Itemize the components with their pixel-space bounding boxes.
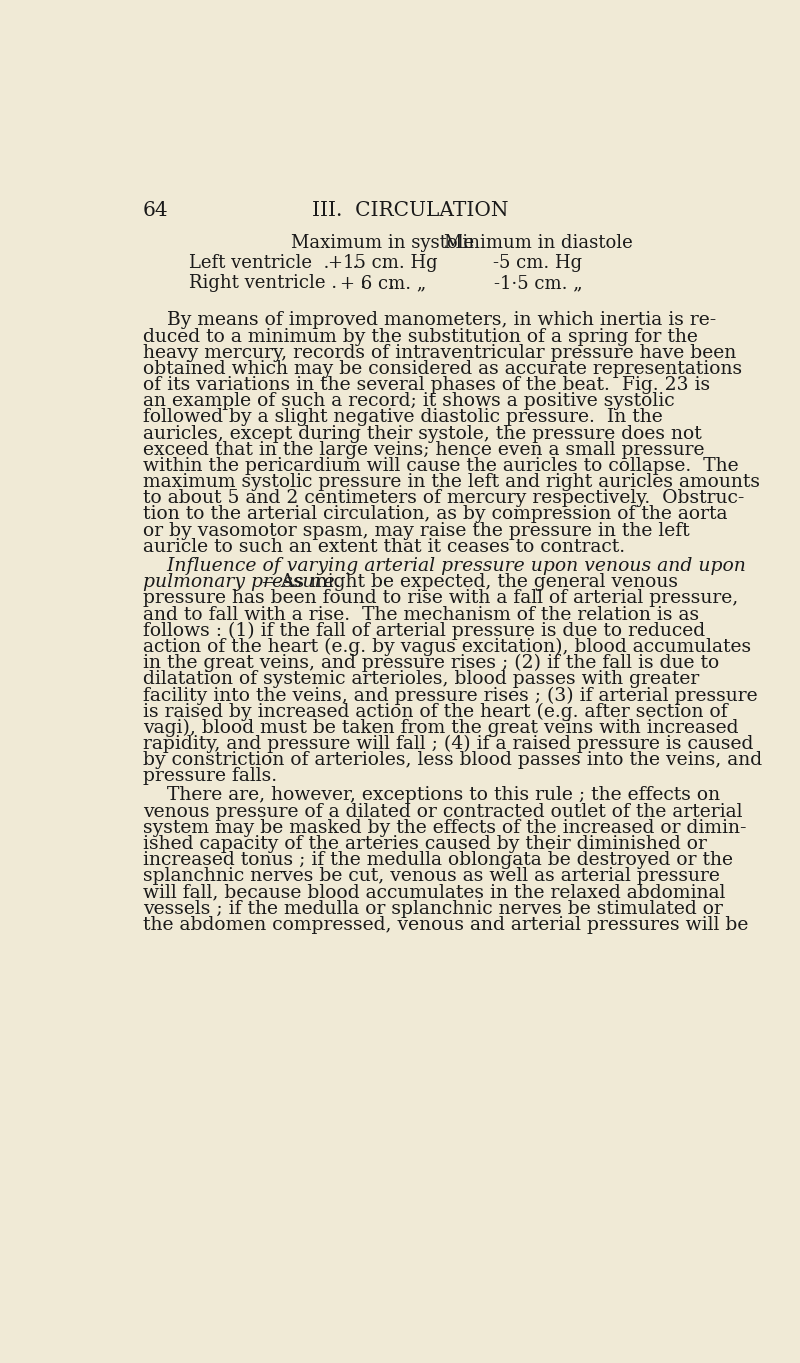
Text: Minimum in diastole: Minimum in diastole [443,234,632,252]
Text: exceed that in the large veins; hence even a small pressure: exceed that in the large veins; hence ev… [142,440,704,459]
Text: Maximum in systole: Maximum in systole [291,234,474,252]
Text: or by vasomotor spasm, may raise the pressure in the left: or by vasomotor spasm, may raise the pre… [142,522,690,540]
Text: duced to a minimum by the substitution of a spring for the: duced to a minimum by the substitution o… [142,327,698,346]
Text: —As might be expected, the general venous: —As might be expected, the general venou… [262,574,678,592]
Text: ished capacity of the arteries caused by their diminished or: ished capacity of the arteries caused by… [142,836,706,853]
Text: + 6 cm. „: + 6 cm. „ [340,274,426,293]
Text: pressure falls.: pressure falls. [142,767,277,785]
Text: tion to the arterial circulation, as by compression of the aorta: tion to the arterial circulation, as by … [142,506,727,523]
Text: Left ventricle  .    .    .: Left ventricle . . . [189,255,387,273]
Text: By means of improved manometers, in which inertia is re-: By means of improved manometers, in whic… [142,311,716,330]
Text: to about 5 and 2 centimeters of mercury respectively.  Obstruc-: to about 5 and 2 centimeters of mercury … [142,489,744,507]
Text: III.  CIRCULATION: III. CIRCULATION [312,200,508,219]
Text: Influence of varying arterial pressure upon venous and upon: Influence of varying arterial pressure u… [142,557,746,575]
Text: system may be masked by the effects of the increased or dimin-: system may be masked by the effects of t… [142,819,746,837]
Text: will fall, because blood accumulates in the relaxed abdominal: will fall, because blood accumulates in … [142,883,725,901]
Text: There are, however, exceptions to this rule ; the effects on: There are, however, exceptions to this r… [142,786,720,804]
Text: rapidity, and pressure will fall ; (4) if a raised pressure is caused: rapidity, and pressure will fall ; (4) i… [142,735,753,754]
Text: action of the heart (e.g. by vagus excitation), blood accumulates: action of the heart (e.g. by vagus excit… [142,638,750,656]
Text: pulmonary pressure.: pulmonary pressure. [142,574,340,592]
Text: -1·5 cm. „: -1·5 cm. „ [494,274,582,293]
Text: venous pressure of a dilated or contracted outlet of the arterial: venous pressure of a dilated or contract… [142,803,742,821]
Text: in the great veins, and pressure rises ; (2) if the fall is due to: in the great veins, and pressure rises ;… [142,654,719,672]
Text: +15 cm. Hg: +15 cm. Hg [328,255,438,273]
Text: splanchnic nerves be cut, venous as well as arterial pressure: splanchnic nerves be cut, venous as well… [142,867,719,886]
Text: -5 cm. Hg: -5 cm. Hg [494,255,582,273]
Text: by constriction of arterioles, less blood passes into the veins, and: by constriction of arterioles, less bloo… [142,751,762,769]
Text: follows : (1) if the fall of arterial pressure is due to reduced: follows : (1) if the fall of arterial pr… [142,622,705,641]
Text: pressure has been found to rise with a fall of arterial pressure,: pressure has been found to rise with a f… [142,589,738,608]
Text: auricles, except during their systole, the pressure does not: auricles, except during their systole, t… [142,425,702,443]
Text: facility into the veins, and pressure rises ; (3) if arterial pressure: facility into the veins, and pressure ri… [142,687,758,705]
Text: increased tonus ; if the medulla oblongata be destroyed or the: increased tonus ; if the medulla oblonga… [142,851,733,870]
Text: within the pericardium will cause the auricles to collapse.  The: within the pericardium will cause the au… [142,457,738,474]
Text: obtained which may be considered as accurate representations: obtained which may be considered as accu… [142,360,742,378]
Text: is raised by increased action of the heart (e.g. after section of: is raised by increased action of the hea… [142,702,727,721]
Text: vessels ; if the medulla or splanchnic nerves be stimulated or: vessels ; if the medulla or splanchnic n… [142,900,722,917]
Text: an example of such a record; it shows a positive systolic: an example of such a record; it shows a … [142,393,674,410]
Text: followed by a slight negative diastolic pressure.  In the: followed by a slight negative diastolic … [142,409,662,427]
Text: dilatation of systemic arterioles, blood passes with greater: dilatation of systemic arterioles, blood… [142,671,699,688]
Text: heavy mercury, records of intraventricular pressure have been: heavy mercury, records of intraventricul… [142,343,736,361]
Text: of its variations in the several phases of the beat.  Fig. 23 is: of its variations in the several phases … [142,376,710,394]
Text: Right ventricle .    .    .: Right ventricle . . . [189,274,395,293]
Text: auricle to such an extent that it ceases to contract.: auricle to such an extent that it ceases… [142,538,625,556]
Text: 64: 64 [142,200,168,219]
Text: and to fall with a rise.  The mechanism of the relation is as: and to fall with a rise. The mechanism o… [142,605,698,623]
Text: the abdomen compressed, venous and arterial pressures will be: the abdomen compressed, venous and arter… [142,916,748,934]
Text: maximum systolic pressure in the left and right auricles amounts: maximum systolic pressure in the left an… [142,473,760,491]
Text: vagi), blood must be taken from the great veins with increased: vagi), blood must be taken from the grea… [142,718,738,737]
